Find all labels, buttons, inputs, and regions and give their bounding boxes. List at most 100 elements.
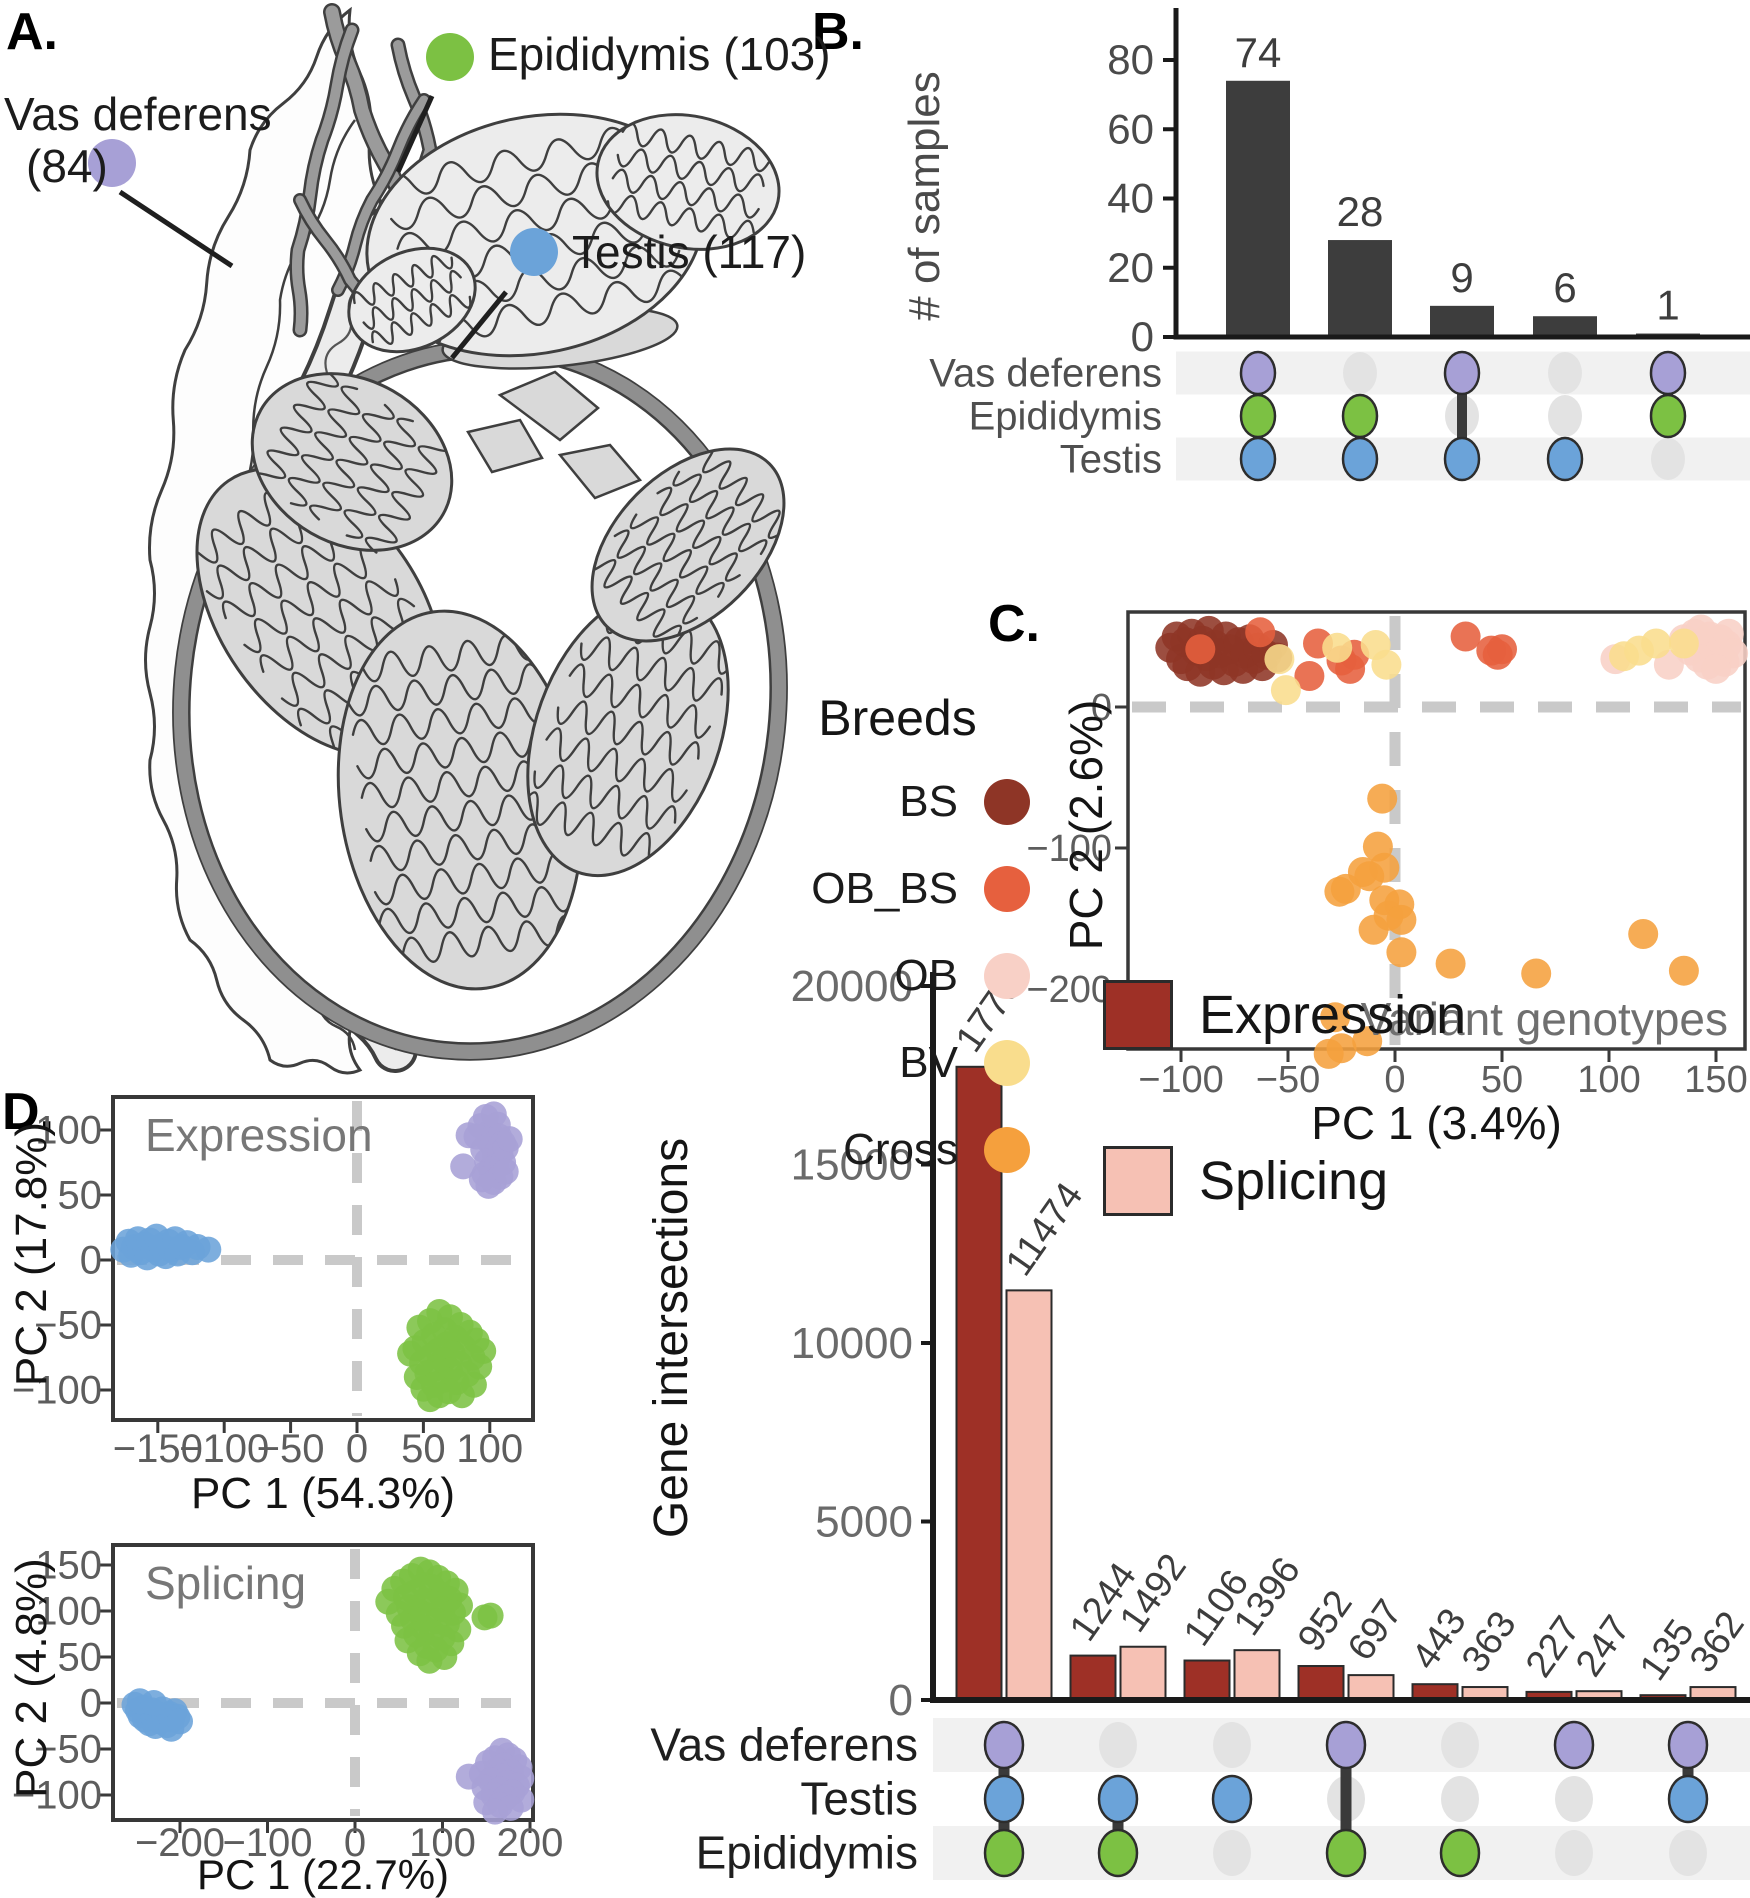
matrix-dot-active — [1239, 350, 1277, 396]
epididymis-head-body — [595, 113, 781, 251]
matrix-dot-active — [1667, 1720, 1709, 1770]
x-tick-label: −100 — [179, 1427, 269, 1471]
y-tick-label: 50 — [58, 1174, 103, 1218]
panel-d-label: D. — [2, 1083, 54, 1141]
legend-label-ob: OB — [894, 950, 958, 1000]
scatter-point — [1668, 628, 1699, 659]
legend-label-bv: BV — [899, 1037, 958, 1087]
panel-b-label: B. — [812, 3, 864, 61]
matrix-dot-inactive — [1548, 395, 1582, 437]
scatter-point — [492, 1158, 519, 1185]
epididymis-head — [347, 246, 477, 354]
legend-item-bv: BV — [899, 1019, 1030, 1106]
expression-plot-title: Expression — [145, 1109, 373, 1161]
y-tick-label: −200 — [1026, 969, 1112, 1011]
scatter-point — [496, 1126, 523, 1153]
bar — [1328, 240, 1392, 337]
bar-value-label: 28 — [1337, 188, 1384, 235]
lobule-tubules — [342, 634, 578, 969]
seminiferous-tubules — [253, 371, 451, 553]
cord-vessel — [291, 25, 357, 335]
matrix-dot-inactive — [1555, 1776, 1593, 1822]
matrix-dot-active — [1649, 350, 1687, 396]
scatter-point — [1701, 653, 1731, 684]
bar-value-label: 74 — [1235, 29, 1282, 76]
y-tick-label: 0 — [80, 1239, 102, 1283]
rete-testis — [557, 443, 643, 500]
matrix-dot-active — [1211, 1774, 1253, 1824]
y-tick-label: 15000 — [791, 1141, 913, 1190]
scatter-point — [1386, 904, 1417, 935]
e-legend: Expression Splicing — [1103, 980, 1466, 1312]
scatter-point — [448, 1382, 475, 1409]
legend-item-ob: OB — [894, 932, 1030, 1019]
lobule-body — [590, 447, 786, 643]
y-tick-label: 0 — [1091, 687, 1112, 729]
scatter-point — [1324, 876, 1355, 907]
matrix-row-label: Epididymis — [696, 1827, 918, 1879]
x-tick-label: −200 — [135, 1821, 225, 1865]
y-tick-label: 150 — [35, 1544, 102, 1588]
scatter-point — [195, 1236, 222, 1263]
bar — [1183, 1659, 1231, 1701]
matrix-dot-active — [1341, 436, 1379, 482]
y-tick-label: 50 — [58, 1636, 103, 1680]
y-tick-label: 100 — [35, 1109, 102, 1153]
d2-x-axis-title: PC 1 (22.7%) — [196, 1851, 450, 1898]
testis-label: Testis (117) — [572, 226, 807, 278]
scatter-point — [1320, 1002, 1351, 1033]
matrix-dot-active — [1649, 393, 1687, 439]
scatter-point — [1641, 628, 1672, 659]
anatomy-illustration — [88, 3, 788, 1075]
y-tick-label: −50 — [34, 1304, 102, 1348]
cord-vessel — [333, 95, 429, 295]
scatter-point — [1369, 852, 1400, 883]
ob-bs-color-dot-icon — [984, 865, 1030, 912]
splicing-swatch-icon — [1103, 1146, 1173, 1216]
vas-deferens-pointer-line — [118, 189, 234, 269]
matrix-row-label: Vas deferens — [929, 352, 1162, 396]
scatter-point — [1668, 955, 1699, 986]
scatter-C: −100 −50 0 50 100 150 0 −100 −200 — [1026, 610, 1749, 1101]
x-tick-label: 100 — [456, 1427, 523, 1471]
scatter-point — [1264, 644, 1295, 675]
bar — [955, 1065, 1003, 1701]
matrix-dot-inactive — [1669, 1830, 1707, 1876]
legend-label-ob-bs: OB_BS — [811, 863, 958, 913]
x-tick-label: −100 — [222, 1821, 312, 1865]
x-tick-label: −100 — [1138, 1059, 1224, 1101]
rete-testis — [466, 418, 544, 474]
bar — [1233, 1649, 1281, 1702]
matrix-dot-active — [1325, 1828, 1367, 1878]
bar — [1347, 1674, 1395, 1701]
scatter-point — [475, 1172, 502, 1199]
bar-value-label: 443 — [1404, 1601, 1475, 1677]
vas-deferens-label: Vas deferens — [4, 88, 272, 140]
legend-item-expression: Expression — [1103, 980, 1466, 1050]
scatter-point — [1352, 1026, 1383, 1057]
y-tick-label: 5000 — [815, 1498, 913, 1547]
scatter-point — [450, 1153, 477, 1180]
matrix-row-label: Epididymis — [969, 395, 1162, 439]
scatter-point — [1435, 948, 1466, 979]
upset-b: 0 20 40 60 80 74 28 9 6 1 Vas deferensEpididymisTe… — [929, 8, 1750, 482]
epididymis-coils — [606, 122, 770, 239]
legend-label-splicing: Splicing — [1199, 1151, 1389, 1211]
scatter-point — [397, 1340, 424, 1367]
scatter-point — [1358, 914, 1389, 945]
scatter-point — [140, 1690, 167, 1716]
epididymis-coil-lines — [352, 254, 472, 345]
d1-y-axis-title: PC 2 (17.8%) — [7, 1121, 56, 1387]
x-tick-label: 50 — [401, 1427, 446, 1471]
bar — [1430, 305, 1494, 337]
bar — [1119, 1645, 1167, 1701]
bar-value-label: 6 — [1553, 264, 1576, 311]
d2-y-axis-title: PC 2 (4.8%) — [7, 1558, 56, 1798]
lobule-tubules — [586, 443, 784, 641]
bar-value-label: 247 — [1568, 1608, 1639, 1684]
b-y-axis-title: # of samples — [900, 71, 949, 321]
x-tick-label: 100 — [409, 1821, 476, 1865]
bar — [1069, 1654, 1117, 1702]
y-tick-label: 0 — [1131, 313, 1154, 360]
